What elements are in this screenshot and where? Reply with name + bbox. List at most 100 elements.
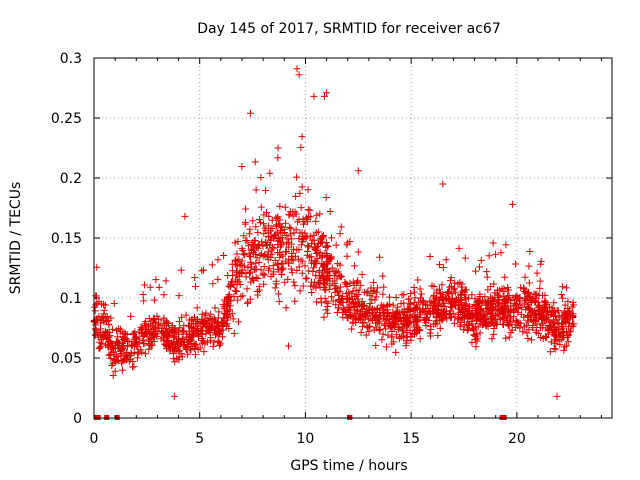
data-point — [489, 303, 497, 311]
data-point — [443, 315, 451, 323]
x-tick-label: 5 — [195, 431, 204, 447]
data-point — [379, 290, 387, 298]
data-point — [462, 295, 470, 303]
data-point — [192, 282, 200, 290]
data-point — [252, 186, 260, 194]
data-point — [170, 326, 178, 334]
data-point — [252, 250, 260, 258]
data-point — [509, 294, 517, 302]
data-point — [160, 322, 168, 330]
data-point — [185, 327, 193, 335]
data-point — [521, 273, 529, 281]
data-point — [465, 294, 473, 302]
data-point — [345, 288, 353, 296]
data-point — [118, 366, 126, 374]
data-point — [359, 302, 367, 310]
data-point — [373, 288, 381, 296]
data-point — [307, 213, 315, 221]
data-point — [292, 192, 300, 200]
data-point — [483, 268, 491, 276]
data-point — [447, 313, 455, 321]
data-point — [495, 310, 503, 318]
data-point — [191, 274, 199, 282]
data-point — [524, 301, 532, 309]
data-point — [230, 330, 238, 338]
data-point — [392, 307, 400, 315]
data-point — [352, 292, 360, 300]
data-point — [247, 268, 255, 276]
data-point — [525, 262, 533, 270]
data-point — [306, 232, 314, 240]
data-point — [455, 314, 463, 322]
data-point — [293, 266, 301, 274]
data-point — [249, 217, 257, 225]
data-point — [245, 230, 253, 238]
data-point — [134, 350, 142, 358]
data-point — [274, 213, 282, 221]
data-point — [265, 212, 273, 220]
data-point — [220, 251, 228, 259]
data-point — [550, 330, 558, 338]
data-point — [225, 306, 233, 314]
x-tick-label: 15 — [402, 431, 420, 447]
data-point — [403, 332, 411, 340]
data-point — [91, 307, 99, 315]
data-point — [214, 256, 222, 264]
data-point — [491, 312, 499, 320]
data-point — [323, 260, 331, 268]
data-point — [472, 302, 480, 310]
data-point — [416, 335, 424, 343]
data-point — [282, 304, 290, 312]
data-point — [211, 304, 219, 312]
data-point — [102, 317, 110, 325]
data-point — [536, 284, 544, 292]
data-point — [426, 253, 434, 261]
data-point — [457, 283, 465, 291]
data-point — [465, 304, 473, 312]
data-point — [497, 249, 505, 257]
data-point — [504, 292, 512, 300]
data-point — [447, 282, 455, 290]
data-point — [192, 351, 200, 359]
data-point — [372, 319, 380, 327]
data-point — [483, 319, 491, 327]
data-point — [160, 316, 168, 324]
data-point — [182, 311, 190, 319]
data-point — [316, 210, 324, 218]
data-point — [407, 289, 415, 297]
data-point — [269, 262, 277, 270]
y-axis-label: SRMTID / TECUs — [8, 182, 24, 295]
data-point — [298, 133, 306, 141]
data-point — [548, 307, 556, 315]
data-point — [286, 208, 294, 216]
data-point — [266, 169, 274, 177]
data-point — [261, 271, 269, 279]
data-point — [228, 310, 236, 318]
data-point — [339, 309, 347, 317]
data-point — [388, 333, 396, 341]
data-point — [327, 293, 335, 301]
data-point — [206, 323, 214, 331]
data-point — [140, 297, 148, 305]
data-point — [146, 334, 154, 342]
data-point — [268, 216, 276, 224]
data-point — [295, 216, 303, 224]
data-point — [224, 293, 232, 301]
data-point — [363, 289, 371, 297]
data-point — [523, 329, 531, 337]
data-point — [458, 301, 466, 309]
data-point — [194, 324, 202, 332]
data-point — [520, 313, 528, 321]
data-point — [370, 286, 378, 294]
data-point — [357, 281, 365, 289]
data-point — [338, 292, 346, 300]
data-point — [534, 298, 542, 306]
data-point — [137, 323, 145, 331]
data-point — [375, 309, 383, 317]
data-point — [383, 343, 391, 351]
data-point — [336, 230, 344, 238]
data-point — [433, 305, 441, 313]
data-point — [227, 282, 235, 290]
data-point — [398, 327, 406, 335]
data-point — [437, 302, 445, 310]
